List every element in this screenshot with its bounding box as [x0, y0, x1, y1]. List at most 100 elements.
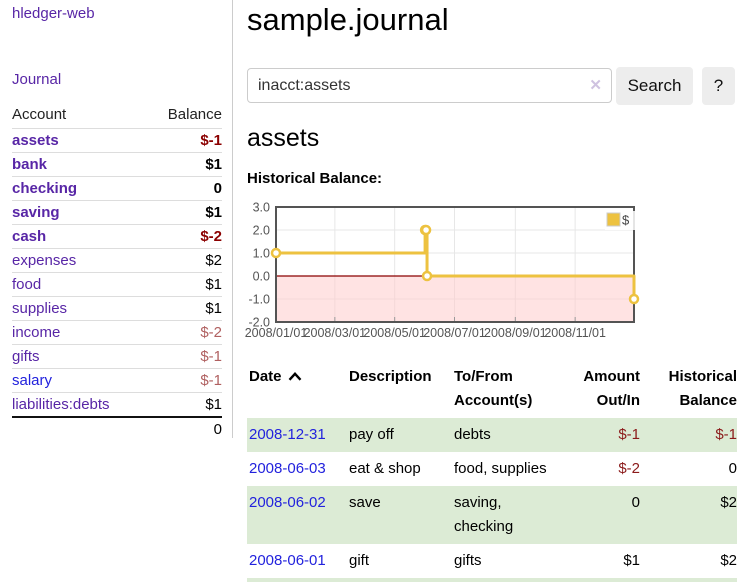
account-balance: $-1	[200, 348, 222, 365]
transaction-amount: 0	[631, 494, 640, 511]
accounts-total-row: 0	[12, 417, 222, 441]
help-button[interactable]: ?	[702, 67, 735, 105]
svg-text:$: $	[622, 213, 630, 228]
account-row-bank: bank $1	[12, 152, 222, 177]
register-header-date[interactable]: Date	[247, 360, 347, 418]
account-balance: 0	[213, 180, 222, 197]
account-row-income: income $-2	[12, 320, 222, 345]
sidebar-divider	[232, 0, 233, 438]
transaction-date-link[interactable]: 2008-06-01	[249, 552, 326, 569]
account-balance: $-1	[200, 132, 222, 149]
transaction-date-link[interactable]: 2008-12-31	[249, 426, 326, 443]
transaction-accounts: salary	[452, 578, 580, 582]
account-link-bank[interactable]: bank	[12, 156, 48, 173]
account-row-gifts: gifts $-1	[12, 344, 222, 369]
transaction-description: pay off	[349, 426, 394, 443]
transaction-description: income	[347, 578, 452, 582]
account-balance: $1	[205, 300, 222, 317]
account-link-cash[interactable]: cash	[12, 228, 47, 245]
account-balance: $2	[205, 252, 222, 269]
account-link-food[interactable]: food	[12, 276, 42, 293]
transaction-amount: $-1	[618, 426, 640, 443]
account-title: assets	[247, 124, 320, 152]
svg-text:2008/03/01: 2008/03/01	[304, 326, 367, 340]
register-row: 2008-12-31 pay off debts $-1 $-1	[247, 418, 737, 452]
register-header-row: Date Description To/From Account(s) Amou…	[247, 360, 737, 418]
transaction-accounts: food, supplies	[454, 460, 547, 477]
transaction-amount: $-2	[618, 460, 640, 477]
svg-text:2008/07/01: 2008/07/01	[423, 326, 486, 340]
svg-text:-2.0: -2.0	[248, 316, 270, 330]
account-link-expenses[interactable]: expenses	[12, 252, 77, 269]
account-balance: $1	[205, 156, 222, 173]
svg-text:0.0: 0.0	[253, 270, 270, 284]
page-title: sample.journal	[247, 2, 449, 37]
account-link-assets[interactable]: assets	[12, 132, 59, 149]
account-row-supplies: supplies $1	[12, 296, 222, 321]
balance-chart[interactable]: 3.0 2.0 1.0 0.0 -1.0 -2.02008/01/012008/03/01…	[245, 200, 643, 344]
register-header-amount: Amount Out/In	[583, 368, 640, 409]
main-content: sample.journal ✕ Search ? assets Histori…	[245, 0, 742, 582]
account-row-assets: assets $-1	[12, 128, 222, 153]
account-link-liabilities-debts[interactable]: liabilities:debts	[12, 396, 110, 413]
register-row: 2008-06-03 eat & shop food, supplies $-2…	[247, 452, 737, 486]
transaction-description: gift	[349, 552, 370, 569]
account-row-expenses: expenses $2	[12, 248, 222, 273]
account-link-checking[interactable]: checking	[12, 180, 78, 197]
accounts-header-row: Account Balance	[12, 103, 222, 129]
svg-text:2008/11/01: 2008/11/01	[544, 326, 606, 340]
transaction-amount: $1	[580, 578, 640, 582]
accounts-header-balance: Balance	[167, 106, 222, 123]
account-balance: $-2	[200, 228, 222, 245]
sidebar: hledger-web Journal Account Balance asse…	[0, 0, 231, 582]
account-row-liabilities-debts: liabilities:debts $1	[12, 392, 222, 418]
transaction-description: eat & shop	[349, 460, 421, 477]
transaction-accounts: saving, checking	[454, 494, 514, 535]
transaction-description: save	[349, 494, 381, 511]
account-link-saving[interactable]: saving	[12, 204, 60, 221]
transaction-date-link[interactable]: 2008-06-02	[249, 494, 326, 511]
register-row: 2008-01-01 income salary $1 $1	[247, 578, 737, 582]
svg-text:2008/09/01: 2008/09/01	[484, 326, 547, 340]
transaction-balance: $2	[720, 494, 737, 511]
register-header-accounts: To/From Account(s)	[454, 368, 533, 409]
account-balance: $1	[205, 276, 222, 293]
register-header-description: Description	[349, 368, 432, 385]
transaction-accounts: debts	[454, 426, 491, 443]
account-balance: $-2	[200, 324, 222, 341]
transaction-date-link[interactable]: 2008-06-03	[249, 460, 326, 477]
svg-text:-1.0: -1.0	[248, 293, 270, 307]
sidebar-item-journal[interactable]: Journal	[12, 71, 62, 88]
register-row: 2008-06-02 save saving, checking 0 $2	[247, 486, 737, 544]
transaction-accounts: gifts	[454, 552, 482, 569]
sort-ascending-icon	[288, 372, 301, 381]
svg-text:2.0: 2.0	[253, 224, 270, 238]
account-row-salary: salary $-1	[12, 368, 222, 393]
clear-search-icon[interactable]: ✕	[589, 77, 602, 94]
app-title-link[interactable]: hledger-web	[12, 5, 95, 22]
transaction-balance: $2	[720, 552, 737, 569]
search-form: ✕ Search ?	[247, 67, 742, 105]
search-box: ✕	[247, 68, 612, 103]
account-link-salary[interactable]: salary	[12, 372, 53, 389]
account-balance: $-1	[200, 372, 222, 389]
search-input[interactable]	[247, 68, 612, 103]
account-row-checking: checking 0	[12, 176, 222, 201]
account-row-saving: saving $1	[12, 200, 222, 225]
account-row-cash: cash $-2	[12, 224, 222, 249]
register-row: 2008-06-01 gift gifts $1 $2	[247, 544, 737, 578]
svg-text:3.0: 3.0	[253, 201, 270, 215]
account-link-gifts[interactable]: gifts	[12, 348, 40, 365]
transaction-balance: $1	[640, 578, 737, 582]
register-header-balance: Historical Balance	[668, 368, 737, 409]
svg-text:2008/01/01: 2008/01/01	[245, 326, 308, 340]
search-button[interactable]: Search	[616, 67, 693, 105]
account-link-supplies[interactable]: supplies	[12, 300, 68, 317]
accounts-table: Account Balance assets $-1 bank $1 check…	[12, 103, 222, 441]
transaction-amount: $1	[623, 552, 640, 569]
transaction-balance: $-1	[715, 426, 737, 443]
accounts-total: 0	[213, 421, 222, 438]
svg-text:2008/05/01: 2008/05/01	[363, 326, 426, 340]
account-link-income[interactable]: income	[12, 324, 61, 341]
